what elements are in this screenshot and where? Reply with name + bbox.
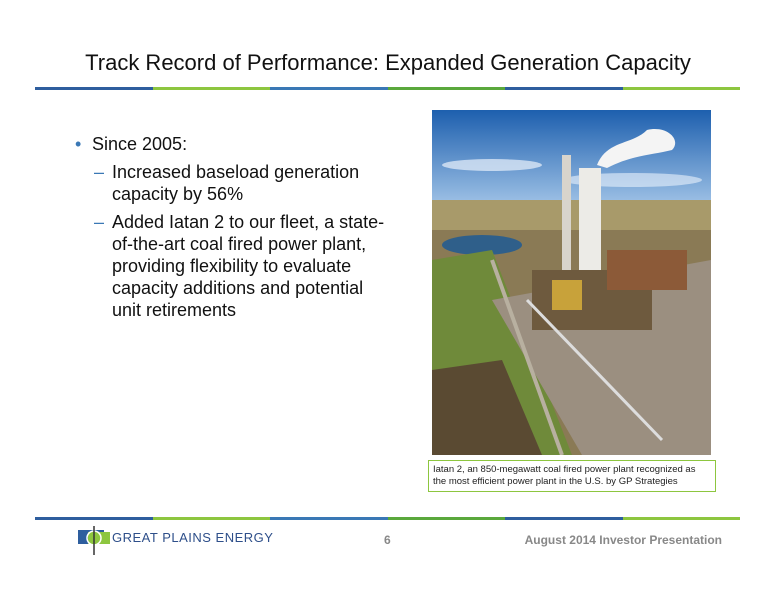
footer-rule [35, 517, 740, 520]
bullet: Since 2005: [75, 133, 387, 155]
logo-text: GREAT PLAINS ENERGY [112, 530, 274, 545]
bullet-list: Since 2005: Increased baseload generatio… [75, 133, 387, 321]
page-number: 6 [384, 533, 391, 547]
slide-title: Track Record of Performance: Expanded Ge… [85, 50, 691, 75]
logo-mark [78, 526, 110, 555]
sub-bullet: Increased baseload generation capacity b… [94, 161, 387, 205]
header-rule [35, 87, 740, 90]
footer-text: August 2014 Investor Presentation [524, 533, 722, 547]
sub-bullet: Added Iatan 2 to our fleet, a state-of-t… [94, 211, 387, 321]
image-caption: Iatan 2, an 850-megawatt coal fired powe… [428, 460, 716, 492]
plant-photo [432, 110, 711, 455]
